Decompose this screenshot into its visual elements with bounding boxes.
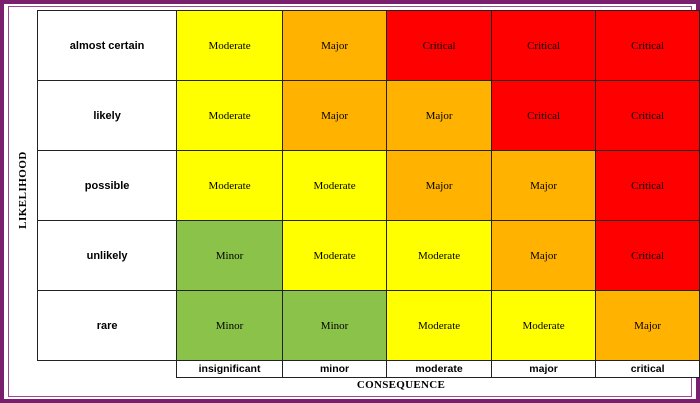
risk-cell: Moderate <box>490 290 597 361</box>
row-label-likely: likely <box>36 80 178 151</box>
col-label-moderate: moderate <box>386 360 492 378</box>
risk-cell: Minor <box>176 290 283 361</box>
row-label-rare: rare <box>36 290 178 361</box>
risk-cell: Critical <box>595 150 700 221</box>
row-label-possible: possible <box>36 150 178 221</box>
corner-blank <box>38 361 177 378</box>
risk-cell: Moderate <box>281 150 388 221</box>
risk-cell: Major <box>386 80 492 151</box>
consequence-header-row: insignificant minor moderate major criti… <box>38 360 700 378</box>
risk-cell: Critical <box>490 80 597 151</box>
risk-cell: Major <box>281 10 388 81</box>
matrix-row-unlikely: unlikely Minor Moderate Moderate Major C… <box>36 220 700 291</box>
risk-cell: Major <box>490 150 597 221</box>
risk-cell: Critical <box>490 10 597 81</box>
consequence-axis-label: CONSEQUENCE <box>356 379 446 391</box>
matrix-row-rare: rare Minor Minor Moderate Moderate Major <box>36 290 700 361</box>
risk-cell: Moderate <box>281 220 388 291</box>
risk-cell: Minor <box>281 290 388 361</box>
matrix-row-almost-certain: almost certain Moderate Major Critical C… <box>36 10 700 81</box>
row-label-unlikely: unlikely <box>36 220 178 291</box>
matrix-row-possible: possible Moderate Moderate Major Major C… <box>36 150 700 221</box>
row-label-almost-certain: almost certain <box>36 10 178 81</box>
risk-matrix: almost certain Moderate Major Critical C… <box>36 10 700 378</box>
risk-cell: Major <box>595 290 700 361</box>
risk-cell: Critical <box>595 80 700 151</box>
col-label-major: major <box>490 360 597 378</box>
risk-cell: Critical <box>595 220 700 291</box>
risk-cell: Major <box>281 80 388 151</box>
risk-cell: Critical <box>595 10 700 81</box>
risk-cell: Moderate <box>176 150 283 221</box>
risk-cell: Major <box>386 150 492 221</box>
risk-cell: Major <box>490 220 597 291</box>
risk-cell: Moderate <box>386 220 492 291</box>
risk-cell: Moderate <box>176 80 283 151</box>
risk-cell: Critical <box>386 10 492 81</box>
likelihood-axis-label: LIKELIHOOD <box>8 150 38 230</box>
risk-cell: Minor <box>176 220 283 291</box>
col-label-critical: critical <box>595 360 700 378</box>
likelihood-axis-text: LIKELIHOOD <box>17 151 29 229</box>
risk-cell: Moderate <box>176 10 283 81</box>
col-label-insignificant: insignificant <box>176 360 283 378</box>
risk-cell: Moderate <box>386 290 492 361</box>
col-label-minor: minor <box>281 360 388 378</box>
matrix-row-likely: likely Moderate Major Major Critical Cri… <box>36 80 700 151</box>
